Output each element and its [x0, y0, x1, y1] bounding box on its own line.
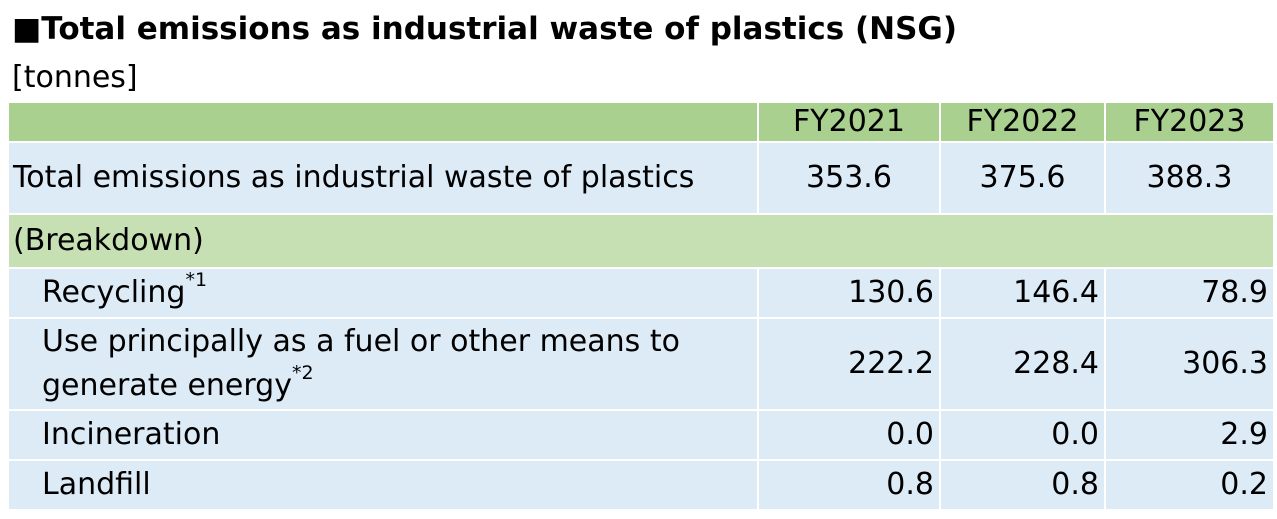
landfill-fy2021: 0.8: [757, 459, 941, 511]
row-label-fuel-use: Use principally as a fuel or other means…: [7, 317, 759, 411]
fuel-use-fy2023: 306.3: [1104, 317, 1275, 411]
landfill-label: Landfill: [7, 459, 759, 511]
total-label: Total emissions as industrial waste of p…: [7, 141, 759, 215]
fuel-use-label-line1: Use principally as a fuel or other means…: [42, 324, 680, 359]
incineration-label: Incineration: [7, 409, 759, 461]
recycling-fy2021: 130.6: [757, 267, 941, 319]
total-fy2023: 388.3: [1104, 141, 1275, 215]
incineration-fy2021: 0.0: [757, 409, 941, 461]
breakdown-label: (Breakdown): [7, 213, 1275, 269]
header-row: FY2021 FY2022 FY2023: [7, 101, 1275, 143]
header-fy2022: FY2022: [939, 101, 1106, 143]
recycling-label: Recycling: [42, 275, 186, 310]
table-row: Landfill 0.8 0.8 0.2: [7, 459, 1275, 511]
recycling-fy2022: 146.4: [939, 267, 1106, 319]
header-fy2023: FY2023: [1104, 101, 1275, 143]
incineration-fy2022: 0.0: [939, 409, 1106, 461]
recycling-fy2023: 78.9: [1104, 267, 1275, 319]
fuel-use-label-line2: generate energy: [42, 368, 292, 403]
header-fy2021: FY2021: [757, 101, 941, 143]
landfill-fy2023: 0.2: [1104, 459, 1275, 511]
breakdown-row: (Breakdown): [7, 213, 1275, 269]
footnote-marker-1: *1: [185, 269, 208, 291]
table-row: Incineration 0.0 0.0 2.9: [7, 409, 1275, 461]
table-row: Recycling*1 130.6 146.4 78.9: [7, 267, 1275, 319]
total-fy2022: 375.6: [939, 141, 1106, 215]
table-title: ■Total emissions as industrial waste of …: [12, 11, 958, 47]
emissions-table: FY2021 FY2022 FY2023 Total emissions as …: [7, 101, 1275, 511]
table-row: Use principally as a fuel or other means…: [7, 317, 1275, 411]
footnote-marker-2: *2: [291, 362, 314, 384]
total-fy2021: 353.6: [757, 141, 941, 215]
header-empty-cell: [7, 101, 759, 143]
fuel-use-fy2021: 222.2: [757, 317, 941, 411]
fuel-use-fy2022: 228.4: [939, 317, 1106, 411]
unit-label: [tonnes]: [12, 60, 138, 95]
landfill-fy2022: 0.8: [939, 459, 1106, 511]
total-row: Total emissions as industrial waste of p…: [7, 141, 1275, 215]
row-label-recycling: Recycling*1: [7, 267, 759, 319]
incineration-fy2023: 2.9: [1104, 409, 1275, 461]
